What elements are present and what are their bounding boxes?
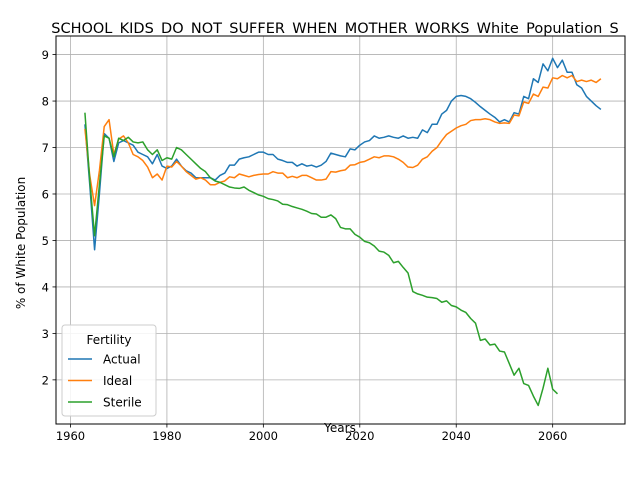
chart-title: SCHOOL_KIDS_DO_NOT_SUFFER_WHEN_MOTHER_WO… <box>51 21 618 37</box>
x-tick-label: 2000 <box>249 429 278 443</box>
plot-area-frame <box>55 35 626 425</box>
x-axis-ticks: 1960 1980 2000 2020 2040 2060 <box>56 424 567 443</box>
x-tick-label: 2020 <box>345 429 374 443</box>
legend-label-sterile: Sterile <box>103 396 142 410</box>
y-tick-label: 9 <box>42 48 49 62</box>
y-tick-label: 5 <box>42 234 49 248</box>
series-lines <box>84 57 602 407</box>
x-axis-label: Years <box>323 421 356 435</box>
y-tick-label: 8 <box>42 95 49 109</box>
y-axis-label: % of White Population <box>14 177 28 309</box>
legend-label-actual: Actual <box>103 353 141 367</box>
y-tick-label: 2 <box>42 373 49 387</box>
legend: Fertility Actual Ideal Sterile <box>61 324 157 417</box>
series-line-ideal <box>84 74 602 207</box>
y-tick-label: 7 <box>42 141 49 155</box>
x-tick-label: 2060 <box>538 429 567 443</box>
y-tick-label: 6 <box>42 187 49 201</box>
series-line-sterile <box>84 112 559 407</box>
y-axis-ticks: 2 3 4 5 6 7 8 9 <box>42 48 56 387</box>
legend-title: Fertility <box>86 333 131 347</box>
legend-label-ideal: Ideal <box>103 374 132 388</box>
y-tick-label: 4 <box>42 280 49 294</box>
x-tick-label: 1960 <box>56 429 85 443</box>
x-tick-label: 2040 <box>442 429 471 443</box>
y-tick-label: 3 <box>42 327 49 341</box>
legend-box <box>61 324 157 417</box>
x-tick-label: 1980 <box>152 429 181 443</box>
